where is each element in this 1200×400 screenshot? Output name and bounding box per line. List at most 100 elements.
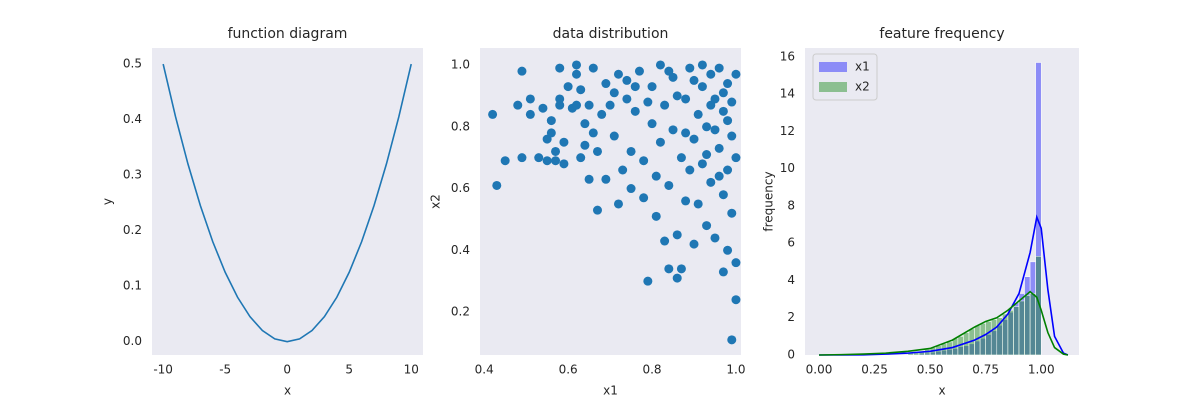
y-tick-label: 6 — [787, 236, 795, 250]
point — [651, 211, 661, 221]
point — [710, 233, 720, 243]
y-tick-label: 0.6 — [451, 181, 470, 195]
point — [685, 63, 695, 73]
x-axis-label: x — [284, 384, 291, 398]
point — [664, 180, 674, 190]
y-tick-label: 0.4 — [451, 243, 470, 257]
y-tick-label: 0.5 — [123, 57, 142, 71]
point — [727, 335, 737, 345]
x-tick-label: 5 — [345, 363, 353, 377]
point — [580, 140, 590, 150]
point — [681, 128, 691, 138]
x-tick-label: 0.00 — [806, 363, 833, 377]
bar — [979, 323, 986, 356]
point — [576, 153, 586, 163]
point — [618, 165, 628, 175]
y-tick-label: 0.2 — [123, 223, 142, 237]
point — [672, 273, 682, 283]
bar — [1007, 310, 1014, 356]
point — [676, 264, 686, 274]
point — [664, 66, 674, 76]
point — [702, 221, 712, 231]
y-axis-label: frequency — [762, 171, 776, 231]
point — [689, 75, 699, 85]
point — [580, 119, 590, 129]
y-tick-label: 0.2 — [451, 305, 470, 319]
point — [702, 150, 712, 160]
point — [672, 91, 682, 101]
point — [651, 171, 661, 181]
y-tick-label: 10 — [780, 161, 795, 175]
point — [555, 63, 565, 73]
point — [584, 174, 594, 184]
line — [162, 63, 412, 343]
point — [714, 171, 724, 181]
y-tick-label: 0 — [787, 348, 795, 362]
point — [534, 153, 544, 163]
point — [693, 109, 703, 119]
point — [584, 100, 594, 110]
point — [660, 236, 670, 246]
bar — [1018, 300, 1025, 356]
point — [588, 128, 598, 138]
x-tick-label: -10 — [153, 363, 173, 377]
point — [588, 63, 598, 73]
point — [723, 79, 733, 89]
point — [718, 267, 728, 277]
point — [731, 295, 741, 305]
point — [592, 205, 602, 215]
x-tick-label: 0.4 — [475, 363, 494, 377]
point — [647, 82, 657, 92]
point — [576, 85, 586, 95]
point — [655, 137, 665, 147]
y-tick-label: 8 — [787, 198, 795, 212]
point — [639, 156, 649, 166]
x-tick-label: 0.6 — [559, 363, 578, 377]
point — [706, 69, 716, 79]
point — [668, 125, 678, 135]
y-tick-label: 2 — [787, 310, 795, 324]
point — [727, 97, 737, 107]
chart-title: data distribution — [553, 26, 669, 42]
x-tick-label: 0.75 — [972, 363, 999, 377]
point — [626, 184, 636, 194]
point — [517, 66, 527, 76]
point — [559, 159, 569, 169]
point — [697, 159, 707, 169]
point — [572, 69, 582, 79]
point — [702, 122, 712, 132]
legend-swatch — [819, 82, 847, 92]
point — [676, 153, 686, 163]
point — [500, 156, 510, 166]
y-tick-label: 1.0 — [451, 57, 470, 71]
point — [681, 94, 691, 104]
point — [513, 100, 523, 110]
point — [601, 79, 611, 89]
x-tick-label: 10 — [404, 363, 419, 377]
density-line — [818, 290, 1069, 356]
point — [605, 100, 615, 110]
point — [660, 100, 670, 110]
point — [601, 174, 611, 184]
point — [538, 103, 548, 113]
point — [731, 69, 741, 79]
point — [723, 116, 733, 126]
y-axis-label: y — [101, 198, 115, 205]
point — [685, 165, 695, 175]
point — [643, 97, 653, 107]
point — [727, 131, 737, 141]
point — [634, 66, 644, 76]
x-tick-label: 0.8 — [642, 363, 661, 377]
point — [542, 156, 552, 166]
point — [626, 146, 636, 156]
chart-title: function diagram — [228, 26, 348, 42]
legend-label: x1 — [855, 60, 870, 74]
point — [731, 258, 741, 268]
point — [643, 276, 653, 286]
bar — [1029, 293, 1036, 356]
bar — [1013, 306, 1020, 356]
y-tick-label: 16 — [780, 49, 795, 63]
x-tick-label: 0.25 — [861, 363, 888, 377]
